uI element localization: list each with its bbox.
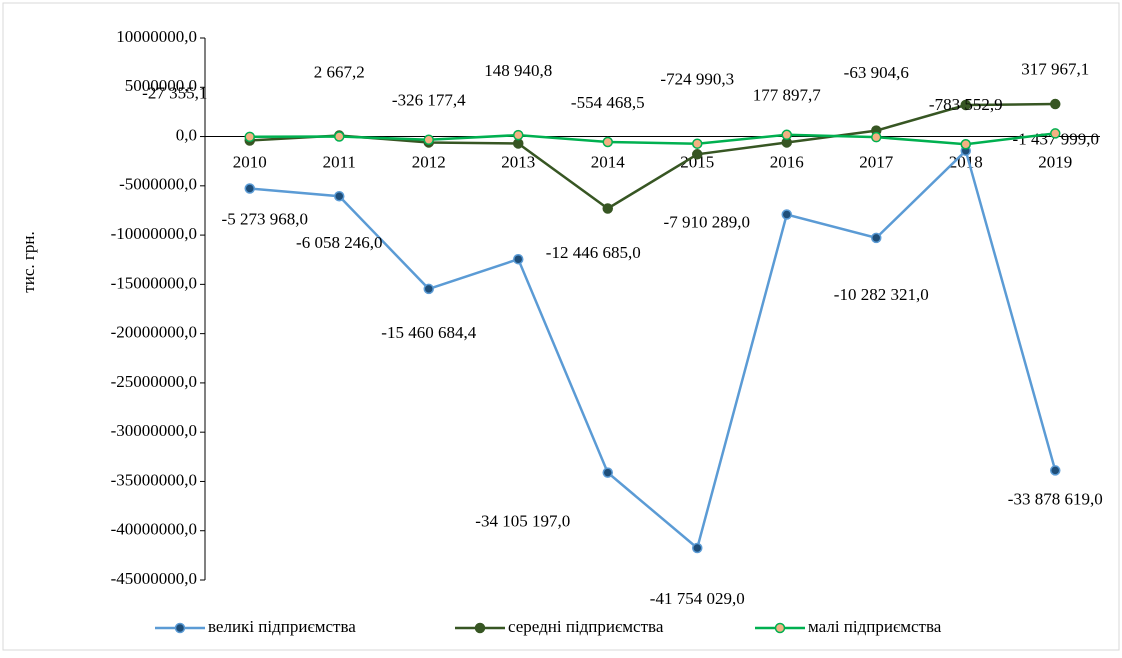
data-point <box>1050 128 1061 139</box>
x-tick-label: 2017 <box>859 152 894 171</box>
data-label: -326 177,4 <box>392 91 466 110</box>
legend-label: малі підприємства <box>808 617 942 636</box>
y-tick-label: -45000000,0 <box>111 569 197 588</box>
y-tick-label: -5000000,0 <box>119 175 197 194</box>
data-point <box>423 134 434 146</box>
data-label: 317 967,1 <box>1021 59 1089 78</box>
data-point <box>781 129 792 141</box>
data-label: -34 105 197,0 <box>475 512 570 531</box>
data-label: -724 990,3 <box>660 70 734 89</box>
data-label: -7 910 289,0 <box>664 212 750 231</box>
data-point <box>334 131 345 142</box>
data-point <box>513 129 524 141</box>
legend-label: великі підприємства <box>208 617 356 636</box>
y-tick-label: 10000000,0 <box>116 27 197 46</box>
legend-label: середні підприємства <box>508 617 664 636</box>
y-axis-label: тис. грн. <box>19 231 38 292</box>
data-label: -41 754 029,0 <box>650 589 745 608</box>
y-tick-label: -40000000,0 <box>111 520 197 539</box>
data-point <box>781 209 792 220</box>
x-tick-label: 2018 <box>949 152 983 171</box>
data-point <box>602 467 613 478</box>
x-tick-label: 2019 <box>1038 152 1072 171</box>
data-label: -33 878 619,0 <box>1008 489 1103 508</box>
data-point <box>1050 98 1061 110</box>
data-point <box>960 139 971 150</box>
data-label: 2 667,2 <box>314 62 365 81</box>
series-line <box>249 132 1056 146</box>
data-label: -6 058 246,0 <box>296 233 382 252</box>
data-point <box>871 131 882 143</box>
data-point <box>513 253 524 265</box>
x-tick-label: 2012 <box>412 152 446 171</box>
legend-marker <box>474 622 486 634</box>
y-tick-label: -10000000,0 <box>111 224 197 243</box>
data-label: -63 904,6 <box>844 63 909 82</box>
data-point <box>871 232 882 244</box>
data-point <box>1050 465 1061 476</box>
data-label: 177 897,7 <box>753 86 822 105</box>
x-tick-label: 2013 <box>501 152 535 171</box>
data-point <box>334 190 345 202</box>
data-label: -27 355,1 <box>142 84 207 103</box>
y-tick-label: 5000000,0 <box>125 76 197 95</box>
y-tick-label: -20000000,0 <box>111 323 197 342</box>
y-tick-label: -25000000,0 <box>111 372 197 391</box>
x-tick-label: 2010 <box>233 152 267 171</box>
data-point <box>602 136 613 148</box>
data-label: -5 273 968,0 <box>222 209 308 228</box>
y-tick-label: 0,0 <box>176 125 197 144</box>
x-tick-label: 2016 <box>770 152 804 171</box>
legend-marker <box>774 622 786 634</box>
data-point <box>960 99 971 111</box>
data-point <box>244 183 255 194</box>
data-point <box>423 283 434 295</box>
data-point <box>692 542 703 554</box>
data-label: -15 460 684,4 <box>381 323 476 342</box>
data-point <box>602 203 613 214</box>
y-tick-label: -15000000,0 <box>111 273 197 292</box>
data-point <box>244 131 255 143</box>
y-tick-label: -30000000,0 <box>111 421 197 440</box>
legend-marker <box>174 622 186 634</box>
x-tick-label: 2015 <box>680 152 714 171</box>
y-tick-label: -35000000,0 <box>111 470 197 489</box>
data-label: -10 282 321,0 <box>834 285 929 304</box>
data-label: -1 437 999,0 <box>1013 130 1099 149</box>
data-point <box>692 138 703 149</box>
x-tick-label: 2014 <box>591 152 626 171</box>
data-point <box>692 149 703 160</box>
data-label: -783 552,9 <box>929 95 1003 114</box>
data-label: -554 468,5 <box>571 93 645 112</box>
data-label: -12 446 685,0 <box>546 243 641 262</box>
data-label: 148 940,8 <box>484 61 552 80</box>
series-line <box>249 148 1057 551</box>
x-tick-label: 2011 <box>323 152 356 171</box>
